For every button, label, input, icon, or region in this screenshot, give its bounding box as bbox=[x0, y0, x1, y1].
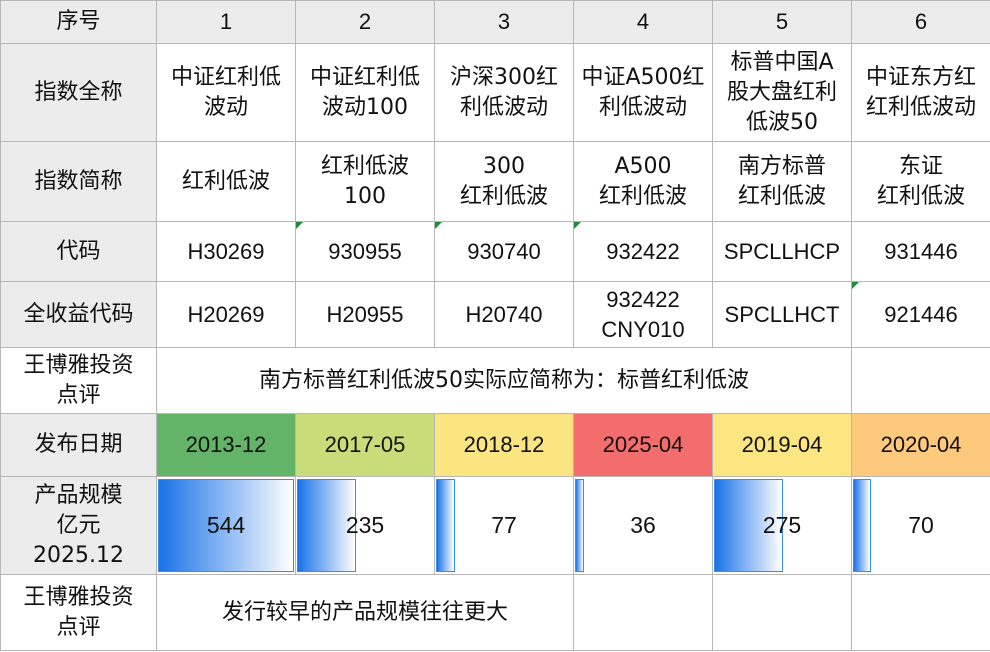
row-full-name: 指数全称 中证红利低 波动 中证红利低 波动100 沪深300红 利低波动 中证… bbox=[0, 43, 990, 142]
row-tr-code: 全收益代码 H20269 H20955 H20740 932422 CNY010… bbox=[0, 281, 990, 348]
short-name-cell[interactable]: 红利低波 100 bbox=[295, 141, 435, 222]
scale-cell[interactable]: 235 bbox=[295, 476, 435, 575]
code-label[interactable]: 代码 bbox=[0, 221, 157, 282]
release-date-label[interactable]: 发布日期 bbox=[0, 413, 157, 477]
empty-cell[interactable] bbox=[851, 347, 990, 414]
release-date-cell[interactable]: 2020-04 bbox=[851, 413, 990, 477]
code-cell[interactable]: 932422 bbox=[573, 221, 713, 282]
scale-cell[interactable]: 77 bbox=[434, 476, 574, 575]
data-bar bbox=[158, 479, 294, 572]
full-name-label[interactable]: 指数全称 bbox=[0, 43, 157, 142]
full-name-cell[interactable]: 沪深300红 利低波动 bbox=[434, 43, 574, 142]
code-cell[interactable]: H30269 bbox=[156, 221, 296, 282]
row-short-name: 指数简称 红利低波 红利低波 100 300 红利低波 A500 红利低波 南方… bbox=[0, 141, 990, 222]
full-name-cell[interactable]: 中证红利低 波动100 bbox=[295, 43, 435, 142]
release-date-cell[interactable]: 2013-12 bbox=[156, 413, 296, 477]
note-flag-icon bbox=[852, 282, 859, 289]
comment-text[interactable]: 发行较早的产品规模往往更大 bbox=[156, 574, 574, 651]
seq-cell[interactable]: 6 bbox=[851, 0, 990, 44]
tr-code-cell[interactable]: H20269 bbox=[156, 281, 296, 348]
tr-code-cell[interactable]: 921446 bbox=[851, 281, 990, 348]
short-name-cell[interactable]: 红利低波 bbox=[156, 141, 296, 222]
short-name-cell[interactable]: 南方标普 红利低波 bbox=[712, 141, 852, 222]
release-date-cell[interactable]: 2019-04 bbox=[712, 413, 852, 477]
seq-cell[interactable]: 3 bbox=[434, 0, 574, 44]
full-name-cell[interactable]: 中证红利低 波动 bbox=[156, 43, 296, 142]
seq-cell[interactable]: 1 bbox=[156, 0, 296, 44]
seq-cell[interactable]: 2 bbox=[295, 0, 435, 44]
scale-cell[interactable]: 544 bbox=[156, 476, 296, 575]
data-bar bbox=[297, 479, 356, 572]
note-flag-icon bbox=[574, 222, 581, 229]
scale-cell[interactable]: 70 bbox=[851, 476, 990, 575]
comment-label[interactable]: 王博雅投资 点评 bbox=[0, 574, 157, 651]
full-name-cell[interactable]: 中证A500红 利低波动 bbox=[573, 43, 713, 142]
empty-cell[interactable] bbox=[851, 574, 990, 651]
code-cell[interactable]: 930955 bbox=[295, 221, 435, 282]
full-name-cell[interactable]: 标普中国A 股大盘红利 低波50 bbox=[712, 43, 852, 142]
row-code: 代码 H30269 930955 930740 932422 SPCLLHCP … bbox=[0, 221, 990, 282]
tr-code-cell[interactable]: H20740 bbox=[434, 281, 574, 348]
row-seq: 序号 1 2 3 4 5 6 bbox=[0, 0, 990, 44]
scale-label[interactable]: 产品规模 亿元 2025.12 bbox=[0, 476, 157, 575]
data-bar bbox=[714, 479, 783, 572]
empty-cell[interactable] bbox=[573, 574, 713, 651]
empty-cell[interactable] bbox=[712, 574, 852, 651]
scale-cell[interactable]: 275 bbox=[712, 476, 852, 575]
tr-code-label[interactable]: 全收益代码 bbox=[0, 281, 157, 348]
full-name-cell[interactable]: 中证东方红 红利低波动 bbox=[851, 43, 990, 142]
note-flag-icon bbox=[296, 222, 303, 229]
data-bar bbox=[575, 479, 584, 572]
seq-cell[interactable]: 4 bbox=[573, 0, 713, 44]
comment-text[interactable]: 南方标普红利低波50实际应简称为：标普红利低波 bbox=[156, 347, 852, 414]
scale-cell[interactable]: 36 bbox=[573, 476, 713, 575]
tr-code-cell[interactable]: 932422 CNY010 bbox=[573, 281, 713, 348]
row-comment-1: 王博雅投资 点评 南方标普红利低波50实际应简称为：标普红利低波 bbox=[0, 347, 990, 414]
release-date-cell[interactable]: 2017-05 bbox=[295, 413, 435, 477]
data-bar bbox=[853, 479, 871, 572]
tr-code-cell[interactable]: SPCLLHCT bbox=[712, 281, 852, 348]
release-date-cell[interactable]: 2025-04 bbox=[573, 413, 713, 477]
release-date-cell[interactable]: 2018-12 bbox=[434, 413, 574, 477]
data-bar bbox=[436, 479, 455, 572]
comment-label[interactable]: 王博雅投资 点评 bbox=[0, 347, 157, 414]
short-name-cell[interactable]: A500 红利低波 bbox=[573, 141, 713, 222]
row-release-date: 发布日期 2013-12 2017-05 2018-12 2025-04 201… bbox=[0, 413, 990, 477]
short-name-cell[interactable]: 300 红利低波 bbox=[434, 141, 574, 222]
code-cell[interactable]: SPCLLHCP bbox=[712, 221, 852, 282]
seq-label[interactable]: 序号 bbox=[0, 0, 157, 44]
row-scale: 产品规模 亿元 2025.12 544 235 77 36 275 70 bbox=[0, 476, 990, 575]
seq-cell[interactable]: 5 bbox=[712, 0, 852, 44]
short-name-label[interactable]: 指数简称 bbox=[0, 141, 157, 222]
short-name-cell[interactable]: 东证 红利低波 bbox=[851, 141, 990, 222]
note-flag-icon bbox=[435, 222, 442, 229]
tr-code-cell[interactable]: H20955 bbox=[295, 281, 435, 348]
row-comment-2: 王博雅投资 点评 发行较早的产品规模往往更大 bbox=[0, 574, 990, 651]
code-cell[interactable]: 931446 bbox=[851, 221, 990, 282]
code-cell[interactable]: 930740 bbox=[434, 221, 574, 282]
